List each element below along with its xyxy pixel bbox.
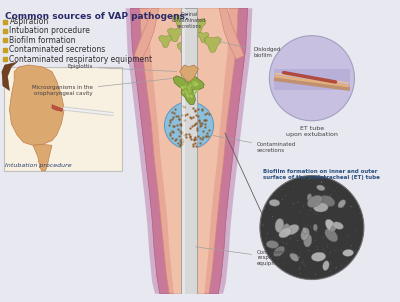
Text: Biofilm formation: Biofilm formation <box>10 36 76 45</box>
Text: ET tube
upon extubation: ET tube upon extubation <box>286 127 338 137</box>
Ellipse shape <box>274 246 285 257</box>
Bar <box>182 8 185 294</box>
Ellipse shape <box>320 195 335 207</box>
Ellipse shape <box>301 228 309 240</box>
Ellipse shape <box>304 234 312 247</box>
Ellipse shape <box>285 224 299 235</box>
Polygon shape <box>130 8 248 294</box>
Text: Contaminated
secretions: Contaminated secretions <box>212 135 296 153</box>
Ellipse shape <box>282 224 289 233</box>
Ellipse shape <box>290 253 299 261</box>
Polygon shape <box>2 62 17 91</box>
Text: Common sources of VAP pathogens:: Common sources of VAP pathogens: <box>5 12 188 21</box>
Ellipse shape <box>325 229 338 242</box>
Ellipse shape <box>313 203 328 212</box>
Bar <box>4 67 122 171</box>
Ellipse shape <box>330 225 336 232</box>
Polygon shape <box>173 14 186 27</box>
Ellipse shape <box>269 199 280 206</box>
Polygon shape <box>177 43 192 56</box>
Circle shape <box>260 175 364 280</box>
Polygon shape <box>204 37 221 52</box>
Ellipse shape <box>311 252 326 261</box>
Text: Intubation procedure: Intubation procedure <box>5 163 71 168</box>
Ellipse shape <box>266 241 278 248</box>
Ellipse shape <box>313 224 318 231</box>
Ellipse shape <box>317 185 325 191</box>
Ellipse shape <box>323 261 329 271</box>
Text: Epiglottis: Epiglottis <box>67 64 177 72</box>
Text: Intubation procedure: Intubation procedure <box>10 27 90 35</box>
Bar <box>182 8 196 294</box>
Text: Microorganisms in the
oropharyngeal cavity: Microorganisms in the oropharyngeal cavi… <box>32 79 172 96</box>
Ellipse shape <box>164 102 214 149</box>
Polygon shape <box>167 28 182 42</box>
Text: Aspiration: Aspiration <box>10 17 49 26</box>
Polygon shape <box>52 105 64 111</box>
Text: Carinal
contaminated
secretions: Carinal contaminated secretions <box>172 12 206 29</box>
Ellipse shape <box>324 196 332 205</box>
Polygon shape <box>158 35 172 47</box>
Polygon shape <box>149 8 229 294</box>
Polygon shape <box>126 8 252 294</box>
Polygon shape <box>180 65 198 82</box>
Ellipse shape <box>279 228 292 238</box>
Text: Contaminated secretions: Contaminated secretions <box>10 45 106 54</box>
Polygon shape <box>134 8 159 59</box>
Polygon shape <box>191 18 206 32</box>
Polygon shape <box>33 144 52 171</box>
Ellipse shape <box>307 194 312 201</box>
Polygon shape <box>10 65 64 145</box>
Text: Contaminated
respiratory
equipment: Contaminated respiratory equipment <box>196 247 296 266</box>
Polygon shape <box>198 32 209 43</box>
Ellipse shape <box>307 195 322 207</box>
Ellipse shape <box>303 228 307 234</box>
Ellipse shape <box>333 222 343 229</box>
Polygon shape <box>219 8 244 59</box>
Text: Biofilm formation on inner and outer
surface of the endotracheal (ET) tube: Biofilm formation on inner and outer sur… <box>263 169 380 180</box>
Ellipse shape <box>338 200 346 208</box>
Ellipse shape <box>325 219 336 231</box>
Ellipse shape <box>275 219 284 233</box>
Circle shape <box>269 36 354 121</box>
Text: Dislodged
biofilm: Dislodged biofilm <box>218 41 281 58</box>
Polygon shape <box>140 8 238 294</box>
Bar <box>274 69 350 90</box>
Polygon shape <box>173 76 204 104</box>
Ellipse shape <box>343 249 354 256</box>
Text: Contaminated respiratory equipment: Contaminated respiratory equipment <box>10 55 152 64</box>
